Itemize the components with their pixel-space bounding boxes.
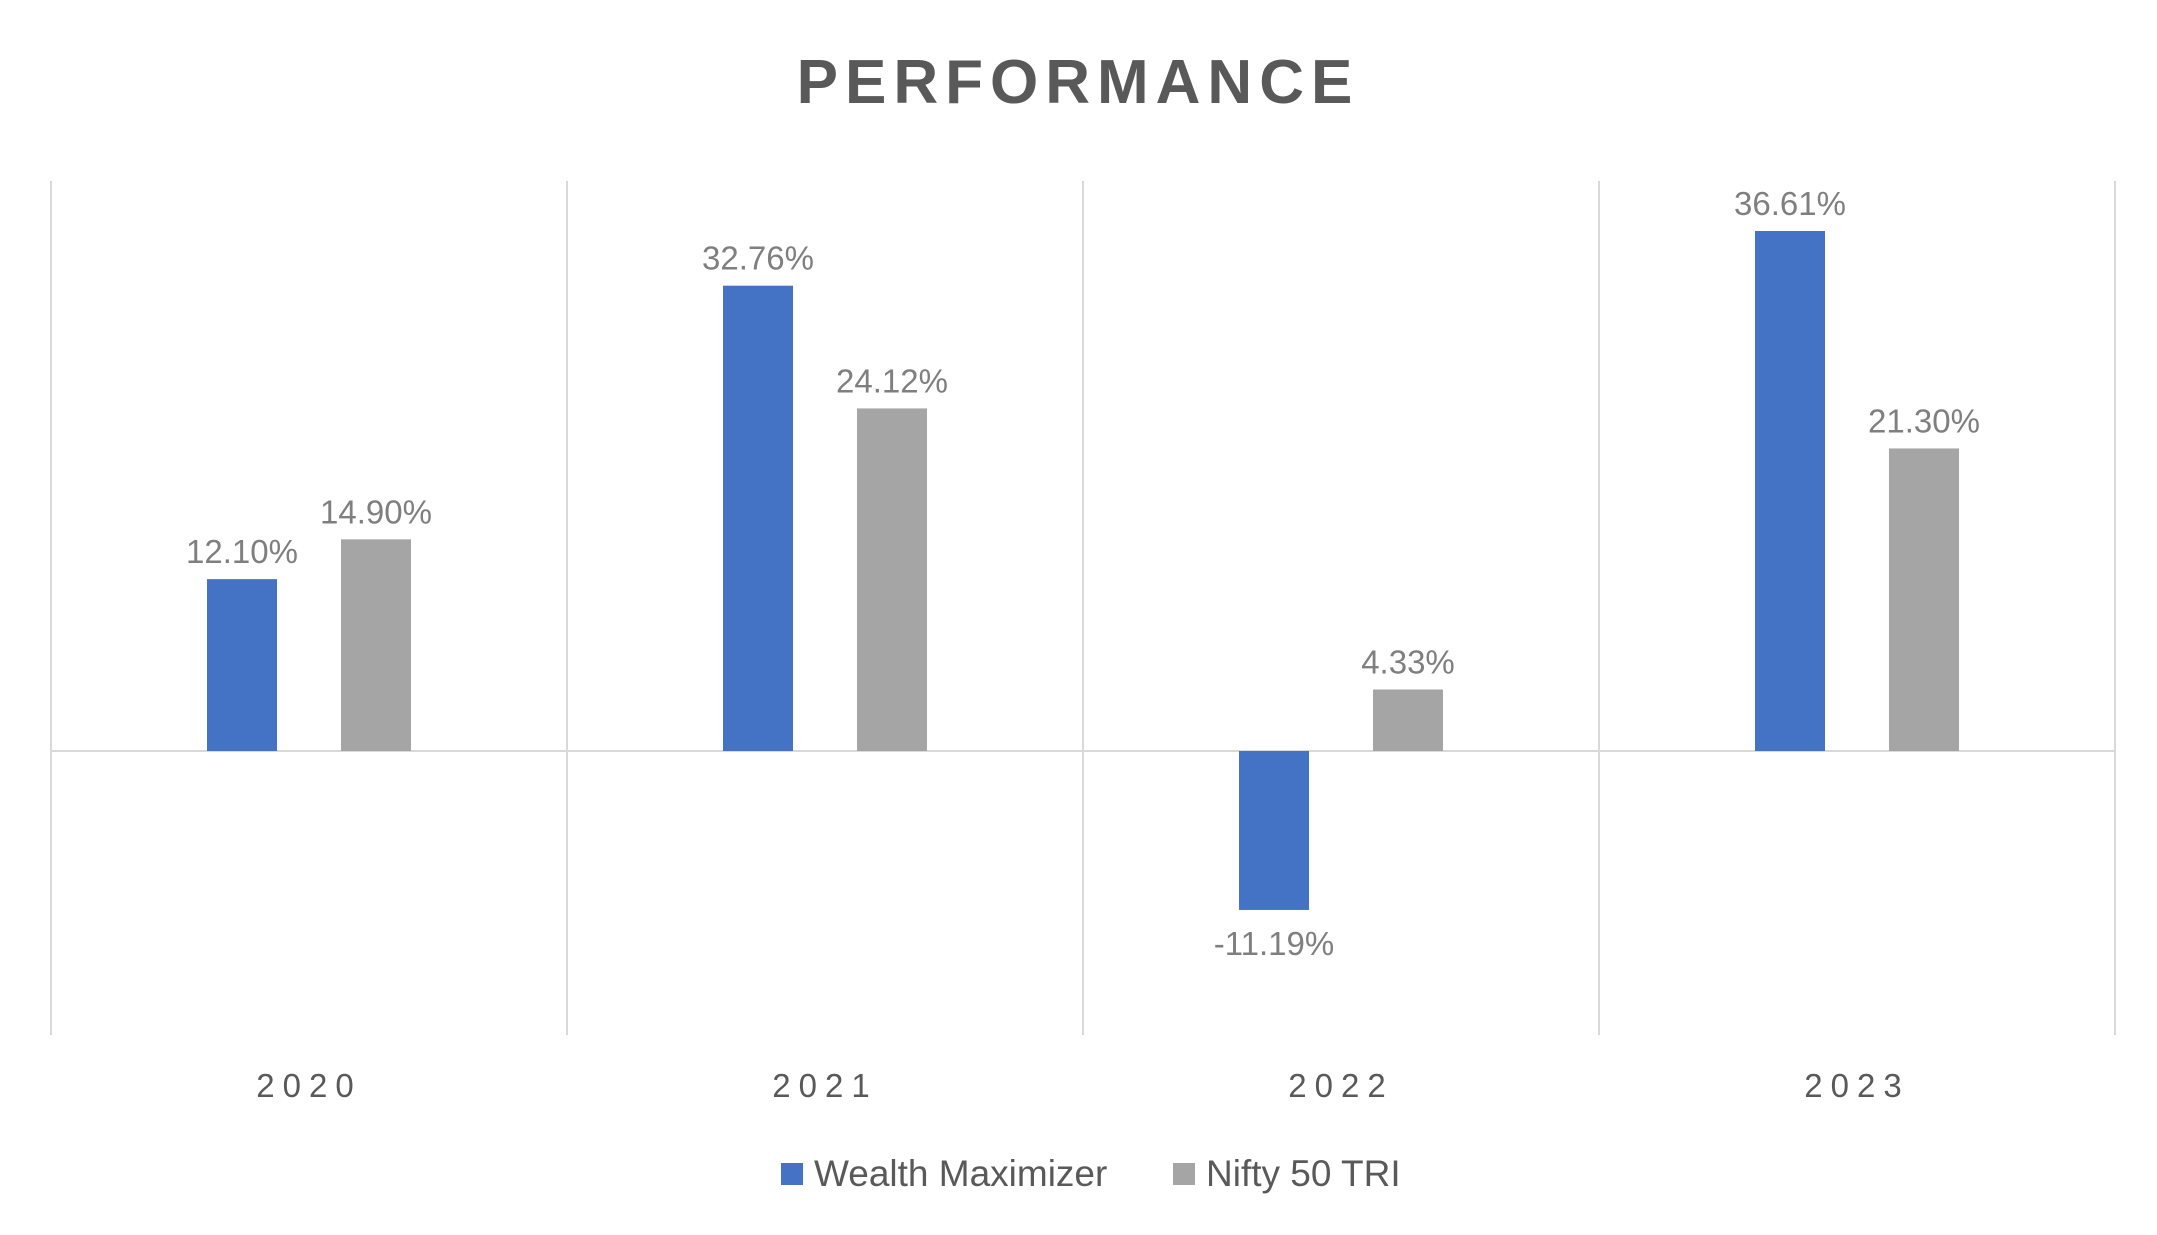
category-labels: 2020 2021 2022 2023 (256, 1067, 1909, 1104)
data-label: 14.90% (320, 493, 432, 530)
bar (1373, 689, 1443, 751)
legend-swatch (1173, 1163, 1195, 1185)
bar (207, 579, 277, 751)
data-label: 36.61% (1734, 185, 1846, 222)
legend-swatch (781, 1163, 803, 1185)
bar (857, 408, 927, 751)
data-label: 32.76% (702, 240, 814, 277)
legend: Wealth Maximizer Nifty 50 TRI (781, 1153, 1401, 1194)
chart-title: PERFORMANCE (797, 48, 1360, 117)
data-label: -11.19% (1214, 925, 1334, 962)
data-label: 12.10% (186, 533, 298, 570)
legend-label: Wealth Maximizer (814, 1153, 1107, 1194)
category-label: 2022 (1288, 1067, 1393, 1104)
category-label: 2020 (256, 1067, 361, 1104)
bars (207, 231, 1959, 910)
data-label: 21.30% (1868, 402, 1980, 439)
data-label: 24.12% (836, 362, 948, 399)
data-label: 4.33% (1361, 643, 1455, 680)
bar (1755, 231, 1825, 751)
bar (341, 539, 411, 751)
bar (1889, 448, 1959, 751)
data-labels: 12.10% 32.76% -11.19% 36.61% 14.90% 24.12% 4.3… (186, 185, 1980, 962)
category-label: 2021 (772, 1067, 877, 1104)
bar (1239, 751, 1309, 910)
legend-label: Nifty 50 TRI (1206, 1153, 1401, 1194)
bar (723, 285, 793, 751)
category-label: 2023 (1804, 1067, 1909, 1104)
